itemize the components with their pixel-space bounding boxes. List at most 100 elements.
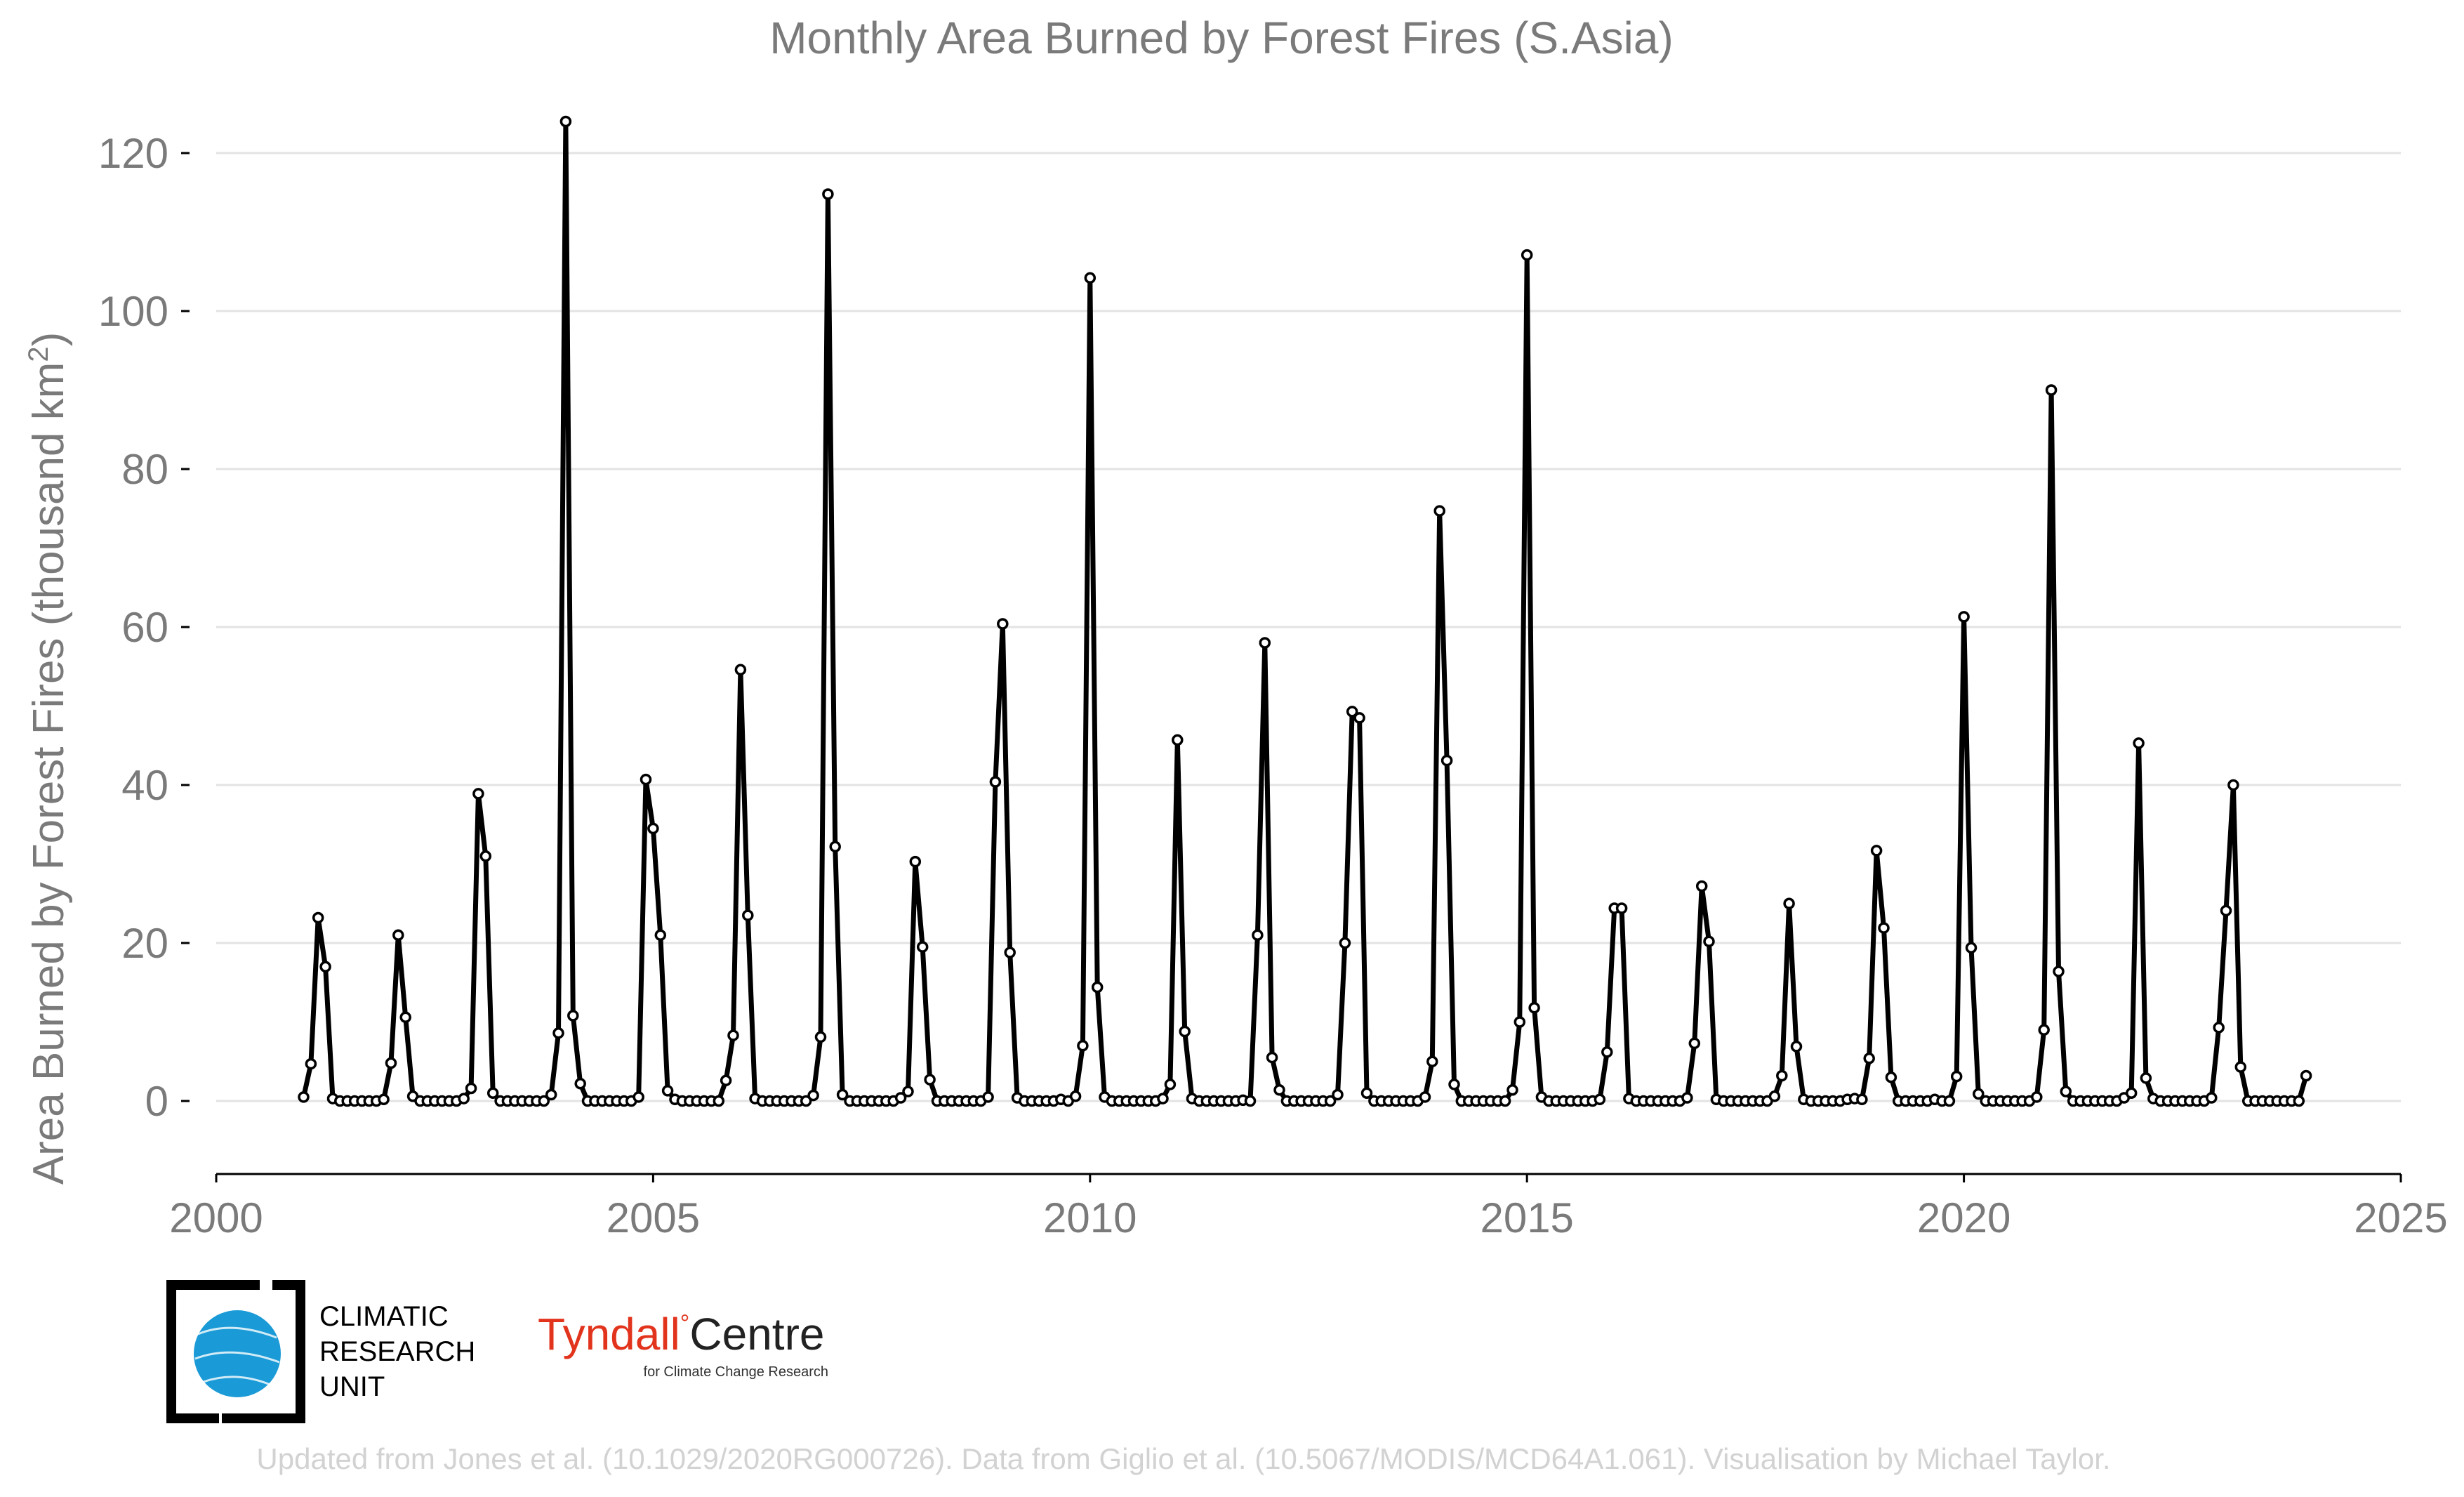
data-point — [2227, 779, 2239, 791]
data-point — [2031, 1091, 2043, 1103]
data-point — [479, 850, 492, 862]
data-point — [385, 1057, 397, 1069]
data-point — [2125, 1087, 2138, 1100]
data-point — [1950, 1070, 1963, 1083]
data-point — [1958, 611, 1970, 623]
tyndall-subtitle: for Climate Change Research — [644, 1364, 828, 1380]
data-point — [2038, 1024, 2050, 1036]
data-point — [472, 788, 484, 800]
data-point — [1521, 249, 1533, 261]
data-point — [378, 1093, 390, 1106]
cru-bracket-right — [222, 1280, 305, 1423]
series — [298, 115, 2312, 1107]
data-point — [1259, 637, 1271, 649]
data-point — [1172, 734, 1184, 746]
data-point — [982, 1091, 994, 1103]
tyndall-degree: ° — [680, 1310, 690, 1337]
data-point — [2053, 965, 2065, 977]
data-point — [2213, 1022, 2225, 1034]
data-point — [1878, 922, 1890, 934]
data-point — [1004, 947, 1016, 958]
data-point — [829, 840, 841, 853]
data-point — [1353, 712, 1365, 724]
data-point — [392, 929, 404, 942]
data-point — [1157, 1093, 1169, 1104]
data-point — [1528, 1002, 1540, 1014]
y-tick-label: 80 — [121, 446, 168, 493]
data-point — [1448, 1079, 1460, 1090]
data-point — [1332, 1088, 1344, 1101]
data-point — [1688, 1037, 1701, 1050]
data-point — [1863, 1053, 1875, 1064]
y-tick-label: 100 — [98, 288, 168, 335]
y-tick-label: 20 — [121, 920, 168, 967]
y-tick-label: 0 — [145, 1078, 168, 1125]
data-point — [298, 1091, 310, 1103]
chart-title: Monthly Area Burned by Forest Fires (S.A… — [769, 13, 1674, 63]
data-point — [2060, 1086, 2072, 1097]
data-point — [742, 909, 754, 921]
data-point — [1943, 1095, 1956, 1107]
footer-credit: Updated from Jones et al. (10.1029/2020R… — [256, 1442, 2110, 1475]
data-point — [2220, 904, 2232, 917]
data-point — [822, 188, 834, 200]
data-point — [399, 1011, 411, 1024]
tyndall-centre: Centre — [689, 1309, 824, 1359]
y-axis-label: Area Burned by Forest Fires (thousand km… — [23, 332, 73, 1185]
data-point — [1506, 1084, 1518, 1096]
data-point — [2206, 1092, 2218, 1104]
data-point — [305, 1057, 317, 1070]
data-point — [1084, 272, 1097, 284]
data-point — [661, 1085, 674, 1097]
data-point — [1433, 505, 1445, 517]
data-point — [902, 1086, 914, 1097]
cru-globe-lines — [194, 1326, 280, 1386]
tyndall-wordmark: Tyndall°Centre — [538, 1309, 824, 1359]
cru-logo: CLIMATIC RESEARCH UNIT — [166, 1280, 475, 1423]
data-point — [458, 1093, 470, 1104]
data-point — [1695, 880, 1708, 892]
data-point — [1091, 981, 1104, 994]
data-point — [2045, 384, 2058, 396]
data-point — [1594, 1093, 1606, 1106]
data-point — [1244, 1095, 1257, 1107]
x-tick-label: 2005 — [607, 1194, 700, 1241]
data-point — [465, 1082, 477, 1095]
data-point — [909, 855, 922, 868]
data-point — [734, 664, 747, 676]
data-point — [312, 911, 324, 924]
y-tick-label: 60 — [121, 604, 168, 651]
y-axis-label-text: Area Burned by Forest Fires (thousand km — [25, 362, 73, 1185]
data-point — [720, 1074, 732, 1087]
data-point — [1768, 1090, 1781, 1102]
data-point — [1885, 1071, 1897, 1083]
data-point — [2133, 737, 2145, 749]
data-point — [1681, 1092, 1693, 1104]
data-point — [894, 1092, 907, 1104]
data-point — [2293, 1095, 2305, 1107]
data-point — [632, 1091, 644, 1103]
data-point — [1703, 935, 1715, 948]
data-point — [1513, 1016, 1526, 1028]
data-point — [1856, 1093, 1868, 1106]
data-point — [727, 1029, 739, 1041]
data-point — [654, 929, 667, 942]
cru-line3: UNIT — [319, 1371, 385, 1402]
gridlines — [216, 152, 2401, 1102]
x-tick-label: 2025 — [2354, 1194, 2447, 1241]
data-point — [2140, 1072, 2152, 1084]
data-point — [486, 1087, 499, 1100]
data-point — [1615, 902, 1628, 914]
data-point — [1360, 1087, 1373, 1100]
data-point — [1870, 845, 1883, 857]
data-point — [1783, 897, 1795, 910]
data-point — [647, 822, 659, 835]
data-point — [1790, 1041, 1803, 1053]
data-point — [989, 776, 1002, 788]
x-axis-ticks: 2000 2005 2010 2015 2020 2025 — [169, 1174, 2448, 1241]
data-point — [567, 1010, 579, 1022]
data-point — [1273, 1084, 1285, 1096]
data-point — [1346, 706, 1358, 718]
y-axis-label-close: ) — [25, 332, 73, 347]
